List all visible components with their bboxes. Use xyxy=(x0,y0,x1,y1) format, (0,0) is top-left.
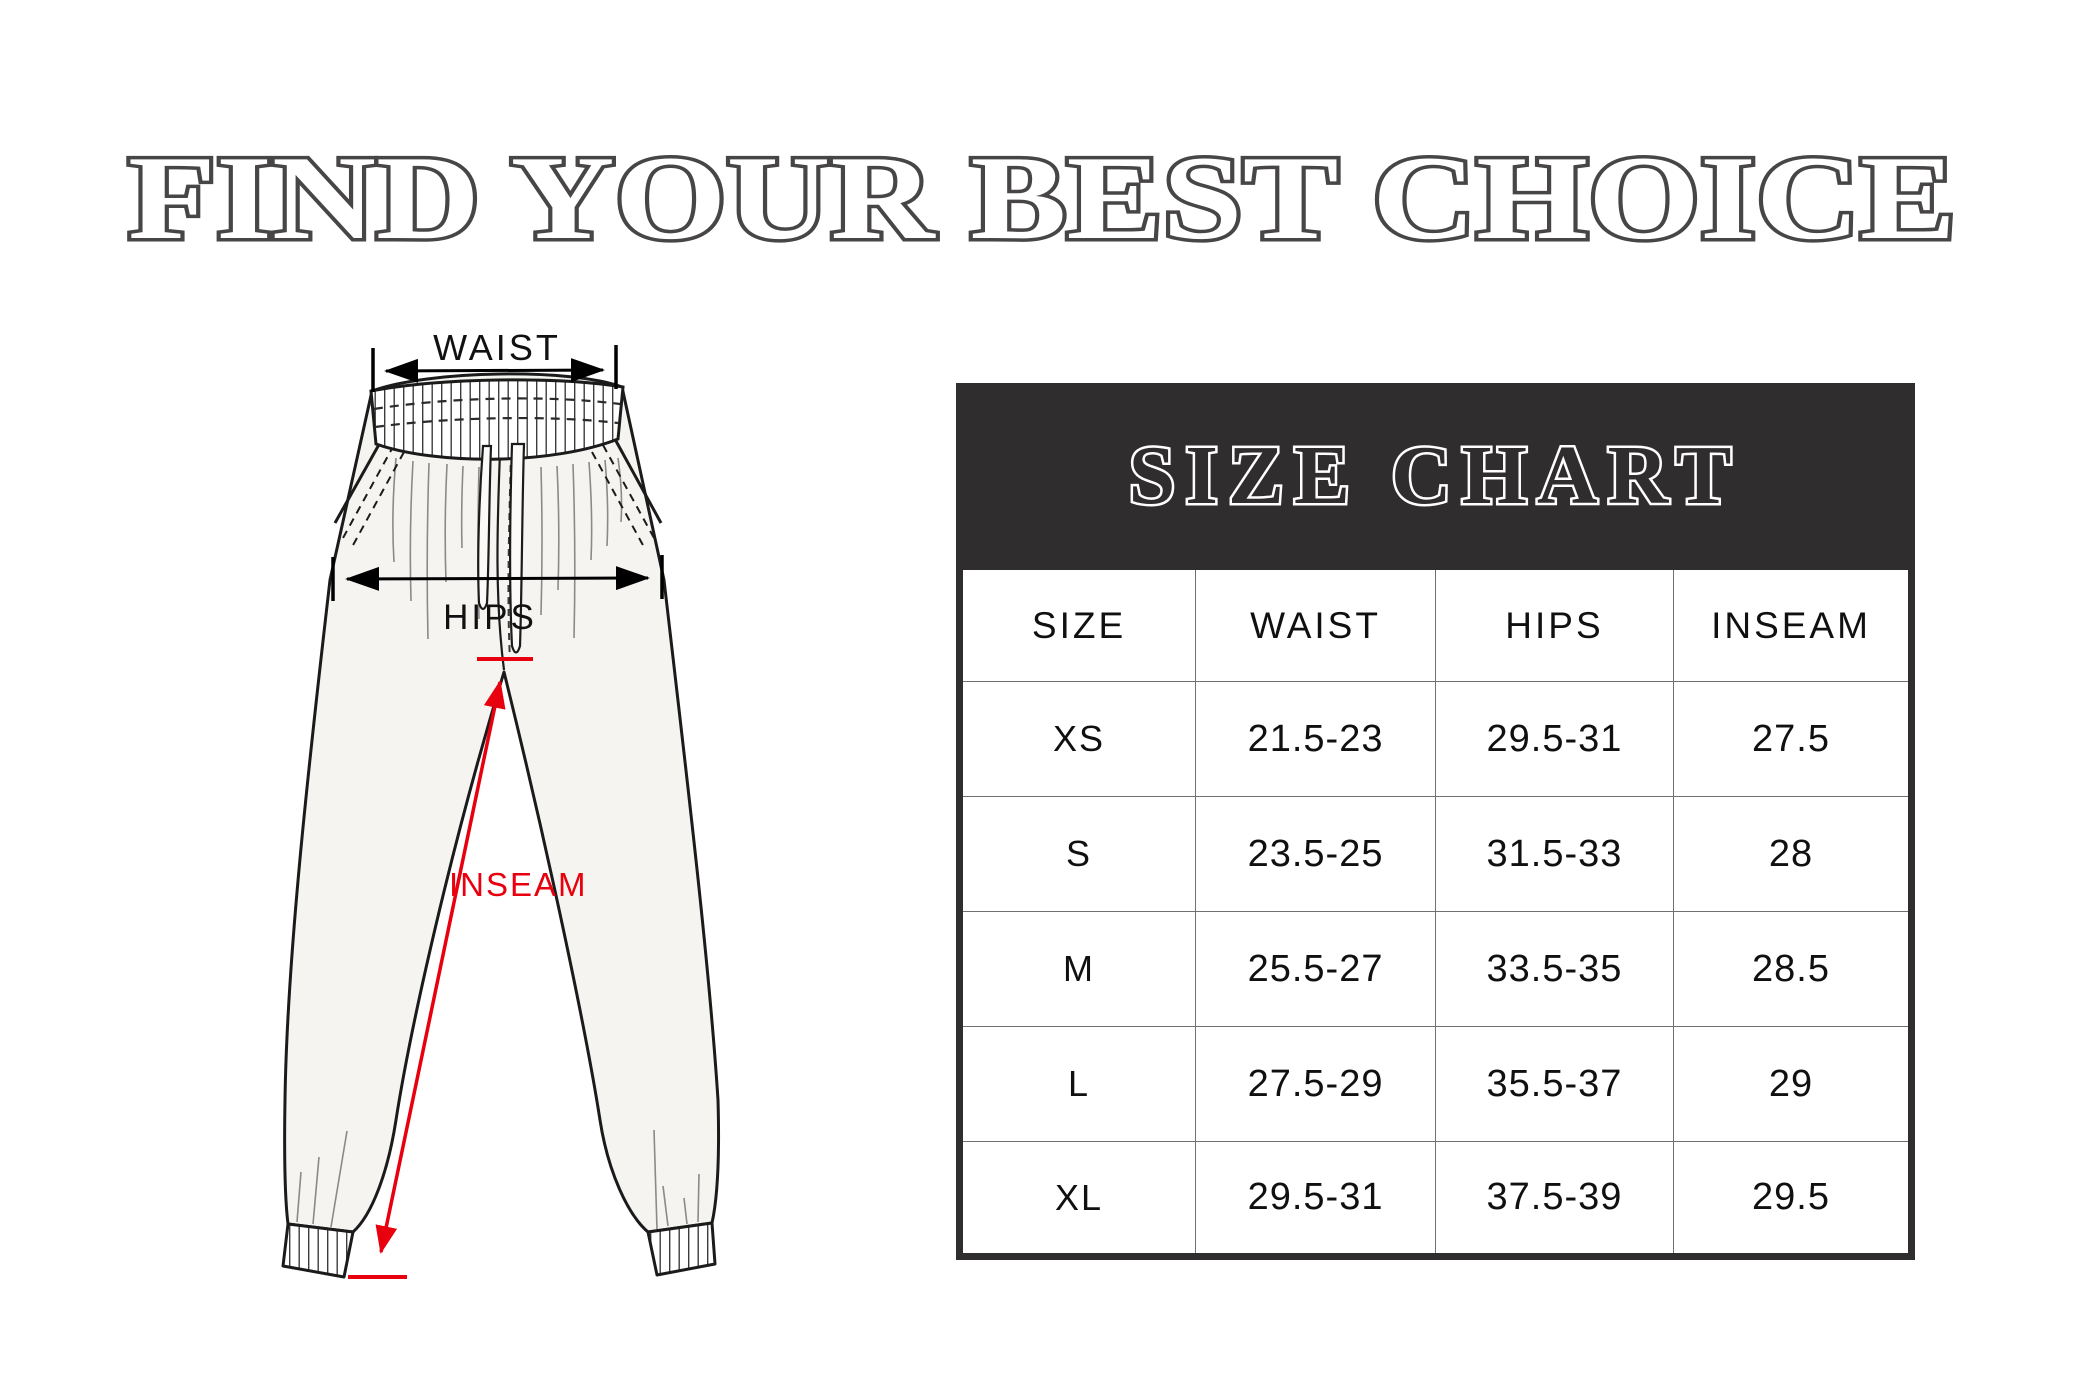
cell-inseam: 28.5 xyxy=(1672,911,1913,1027)
center-seam xyxy=(496,451,506,671)
cell-size: L xyxy=(958,1026,1197,1142)
waist-measure xyxy=(371,345,618,392)
inseam-measure xyxy=(348,657,533,1279)
cell-waist: 25.5-27 xyxy=(1195,911,1436,1027)
cell-hips: 29.5-31 xyxy=(1434,681,1674,797)
cell-waist: 27.5-29 xyxy=(1195,1026,1436,1142)
cuff-gather-lines xyxy=(296,1129,700,1230)
waist-label: WAIST xyxy=(433,327,561,368)
pants-measurement-diagram: WAIST HIPS INSEAM xyxy=(281,327,721,1279)
cell-hips: 33.5-35 xyxy=(1434,911,1674,1027)
cell-hips: 37.5-39 xyxy=(1434,1141,1674,1257)
hips-measure xyxy=(331,555,664,601)
pants-silhouette xyxy=(283,372,721,1234)
cell-waist: 29.5-31 xyxy=(1195,1141,1436,1257)
table-row: L 27.5-29 35.5-37 29 xyxy=(958,1026,1913,1142)
table-row: XS 21.5-23 29.5-31 27.5 xyxy=(958,681,1913,797)
column-header-size: SIZE xyxy=(958,566,1197,682)
table-row: XL 29.5-31 37.5-39 29.5 xyxy=(958,1141,1913,1257)
cell-hips: 31.5-33 xyxy=(1434,796,1674,912)
page-title-graphic: FIND YOUR BEST CHOICE xyxy=(126,128,1960,268)
cell-waist: 21.5-23 xyxy=(1195,681,1436,797)
cell-waist: 23.5-25 xyxy=(1195,796,1436,912)
column-header-inseam: INSEAM xyxy=(1672,566,1913,682)
column-header-waist: WAIST xyxy=(1195,566,1436,682)
pocket-lines xyxy=(333,440,663,548)
table-row: S 23.5-25 31.5-33 28 xyxy=(958,796,1913,912)
size-chart-title-graphic: SIZE CHART xyxy=(1126,427,1742,525)
cell-inseam: 28 xyxy=(1672,796,1913,912)
table-header-row: SIZE WAIST HIPS INSEAM xyxy=(958,566,1913,682)
cell-inseam: 27.5 xyxy=(1672,681,1913,797)
size-chart: SIZE CHART SIZE WAIST HIPS INSEAM XS 21.… xyxy=(956,383,1915,1260)
table-row: M 25.5-27 33.5-35 28.5 xyxy=(958,911,1913,1027)
cell-inseam: 29.5 xyxy=(1672,1141,1913,1257)
size-chart-title: SIZE CHART xyxy=(1129,429,1742,522)
ankle-cuffs xyxy=(281,1221,717,1279)
size-chart-table: SIZE WAIST HIPS INSEAM XS 21.5-23 29.5-3… xyxy=(956,563,1915,1260)
size-chart-header: SIZE CHART xyxy=(956,383,1915,563)
hips-label: HIPS xyxy=(443,598,537,637)
column-header-hips: HIPS xyxy=(1434,566,1674,682)
waistband-stitch-lines xyxy=(373,397,621,429)
cell-size: XS xyxy=(958,681,1197,797)
cell-size: M xyxy=(958,911,1197,1027)
cell-inseam: 29 xyxy=(1672,1026,1913,1142)
inseam-label: INSEAM xyxy=(449,866,588,903)
page-title: FIND YOUR BEST CHOICE xyxy=(128,131,1956,264)
cell-hips: 35.5-37 xyxy=(1434,1026,1674,1142)
cell-size: S xyxy=(958,796,1197,912)
cell-size: XL xyxy=(958,1141,1197,1257)
